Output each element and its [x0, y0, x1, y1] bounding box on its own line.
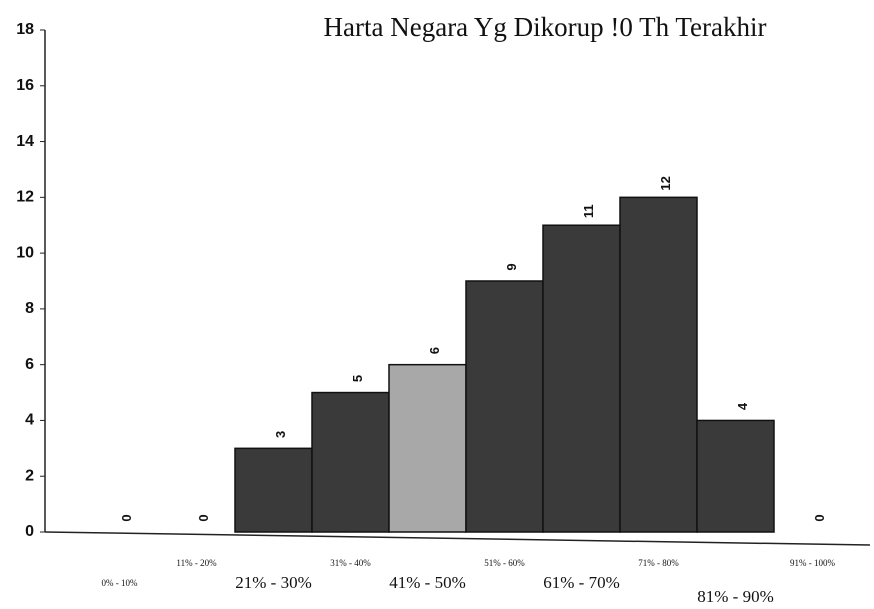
x-tick-label: 81% - 90% [697, 587, 773, 606]
data-label: 12 [658, 176, 673, 190]
y-tick-label: 14 [16, 133, 34, 150]
y-tick-label: 12 [16, 189, 34, 206]
data-label: 4 [735, 402, 750, 410]
data-label: 5 [350, 375, 365, 382]
bar [542, 224, 621, 533]
x-tick-label: 21% - 30% [235, 573, 311, 592]
x-tick-label: 31% - 40% [330, 558, 371, 568]
data-label: 0 [196, 514, 211, 521]
data-label: 0 [812, 514, 827, 521]
x-tick-label: 91% - 100% [790, 558, 835, 568]
y-tick-label: 10 [16, 244, 34, 261]
y-tick-label: 2 [25, 467, 34, 484]
data-label: 11 [581, 204, 596, 218]
data-label: 9 [504, 263, 519, 270]
x-tick-label: 61% - 70% [543, 573, 619, 592]
bar [234, 447, 313, 533]
bar [311, 391, 390, 533]
y-tick-label: 8 [25, 300, 34, 317]
bar [619, 196, 698, 533]
data-label: 0 [119, 514, 134, 521]
x-tick-label: 0% - 10% [102, 578, 138, 588]
y-tick-label: 4 [25, 412, 34, 429]
x-tick-label: 41% - 50% [389, 573, 465, 592]
x-tick-label: 51% - 60% [484, 558, 525, 568]
y-tick-label: 18 [16, 21, 34, 38]
x-tick-label: 11% - 20% [176, 558, 217, 568]
bar [388, 363, 467, 533]
chart-title: Harta Negara Yg Dikorup !0 Th Terakhir [324, 12, 767, 42]
y-tick-label: 0 [25, 523, 34, 540]
x-axis [44, 531, 871, 546]
y-tick-label: 16 [16, 77, 34, 94]
bar [696, 419, 775, 533]
x-tick-label: 71% - 80% [638, 558, 679, 568]
bar [465, 280, 544, 533]
y-tick-label: 6 [25, 356, 34, 373]
data-label: 3 [273, 431, 288, 438]
data-label: 6 [427, 347, 442, 354]
